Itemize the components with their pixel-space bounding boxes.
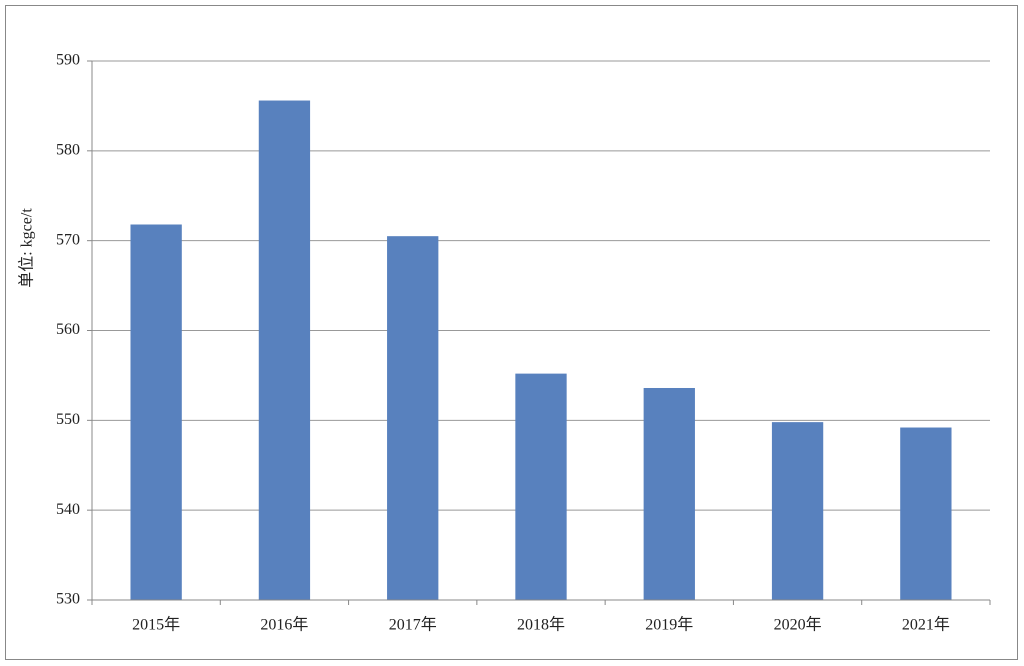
y-tick-label: 550 [56, 411, 80, 428]
x-tick-label: 2020年 [774, 616, 822, 634]
y-tick-label: 540 [56, 501, 80, 518]
bar [387, 236, 439, 601]
x-tick-label: 2015年 [132, 616, 180, 634]
y-tick-label: 530 [56, 591, 80, 608]
bar [643, 387, 695, 600]
x-tick-label: 2017年 [389, 616, 437, 634]
x-tick-label: 2019年 [645, 616, 693, 634]
x-tick-label: 2016年 [260, 616, 308, 634]
y-axis-label: 单位: kgce/t [18, 208, 36, 288]
bar [900, 427, 952, 600]
bar [130, 224, 182, 600]
bar [515, 373, 567, 600]
y-tick-label: 560 [56, 321, 80, 338]
x-tick-label: 2021年 [902, 616, 950, 634]
x-tick-label: 2018年 [517, 616, 565, 634]
bar [771, 422, 824, 600]
y-tick-label: 580 [56, 142, 80, 159]
y-tick-label: 570 [56, 231, 80, 248]
bar [258, 100, 311, 600]
y-tick-label: 590 [56, 52, 80, 69]
